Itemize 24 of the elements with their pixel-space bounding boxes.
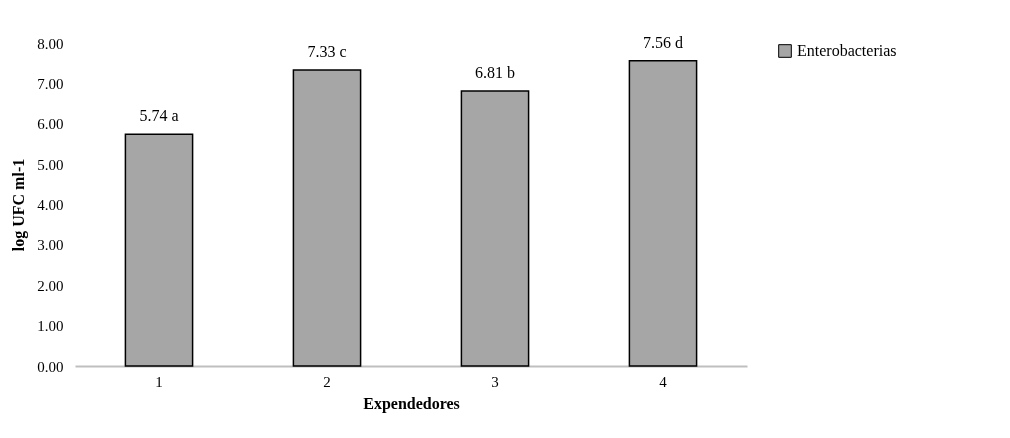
x-tick-label: 3 xyxy=(491,373,499,390)
y-tick-label: 3.00 xyxy=(37,237,64,254)
x-tick-label: 2 xyxy=(323,373,331,390)
bar xyxy=(460,90,530,367)
y-tick-label: 0.00 xyxy=(37,358,64,375)
bar xyxy=(292,69,362,367)
x-tick-label: 1 xyxy=(155,373,163,390)
data-label: 5.74 a xyxy=(139,107,179,125)
x-axis-title: Expendedores xyxy=(363,394,460,413)
y-tick-label: 5.00 xyxy=(37,156,64,173)
y-tick-label: 6.00 xyxy=(37,116,64,133)
y-tick-label: 1.00 xyxy=(37,318,64,335)
y-tick-label: 8.00 xyxy=(37,35,64,52)
y-tick-label: 4.00 xyxy=(37,197,64,213)
y-tick-label: 7.00 xyxy=(37,75,64,92)
bar xyxy=(124,133,194,367)
data-label: 7.33 c xyxy=(307,43,347,61)
data-label: 7.56 d xyxy=(643,33,683,51)
bar xyxy=(628,60,698,367)
x-tick-label: 4 xyxy=(659,373,668,390)
y-tick-label: 2.00 xyxy=(37,277,64,294)
data-label: 6.81 b xyxy=(475,64,515,82)
y-axis-title: log UFC ml-1 xyxy=(10,158,29,252)
legend-label: Enterobacterias xyxy=(797,42,897,59)
